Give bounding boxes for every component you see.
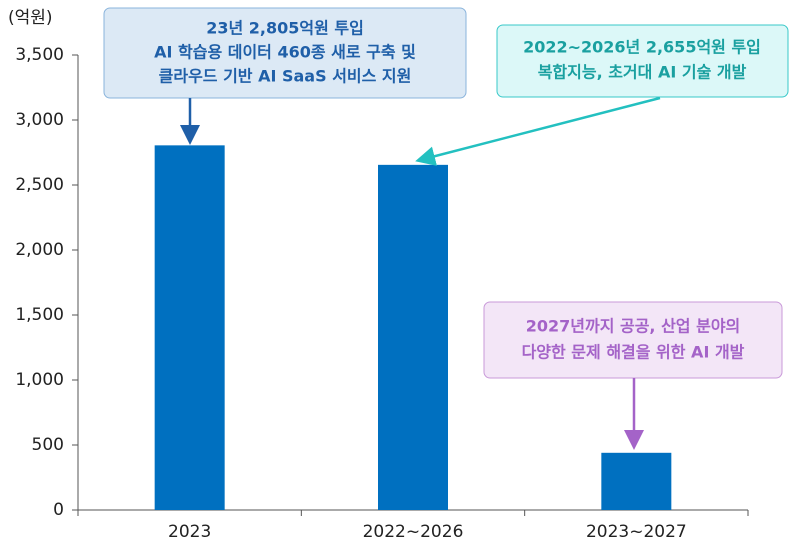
annotation-text: 클라우드 기반 AI SaaS 서비스 지원 — [159, 67, 412, 86]
y-axis-label: (억원) — [8, 8, 53, 28]
annotation-text: 2022~2026년 2,655억원 투입 — [523, 38, 761, 57]
annotation-text: 23년 2,805억원 투입 — [206, 19, 364, 38]
annotation-text: 다양한 문제 해결을 위한 AI 개발 — [522, 343, 745, 362]
annotation-text: AI 학습용 데이터 460종 새로 구축 및 — [154, 43, 416, 62]
annotation-text: 복합지능, 초거대 AI 기술 개발 — [538, 63, 747, 82]
y-tick-label: 2,000 — [15, 240, 64, 260]
y-tick-label: 1,500 — [15, 305, 64, 325]
bar — [154, 145, 225, 510]
y-tick-label: 500 — [32, 435, 64, 455]
x-tick-label: 2023~2027 — [586, 522, 687, 542]
y-tick-label: 3,500 — [15, 45, 64, 65]
annotation: 23년 2,805억원 투입 AI 학습용 데이터 460종 새로 구축 및 클… — [103, 7, 467, 145]
y-tick-label: 2,500 — [15, 175, 64, 195]
y-tick-label: 1,000 — [15, 370, 64, 390]
x-tick-label: 2023 — [168, 522, 211, 542]
annotation: 2022~2026년 2,655억원 투입 복합지능, 초거대 AI 기술 개발 — [415, 24, 789, 166]
annotation: 2027년까지 공공, 산업 분야의 다양한 문제 해결을 위한 AI 개발 — [483, 301, 783, 450]
bar — [601, 452, 672, 510]
y-tick-label: 0 — [53, 500, 64, 520]
y-tick-label: 3,000 — [15, 110, 64, 130]
bar — [378, 164, 448, 510]
plot: 0 500 1,000 1,500 2,000 2,500 3,000 3,500 2023 20… — [15, 45, 749, 542]
arrow — [415, 96, 661, 166]
annotation-box — [103, 7, 467, 99]
annotation-box — [483, 301, 783, 379]
x-tick-label: 2022~2026 — [363, 522, 464, 542]
annotation-text: 2027년까지 공공, 산업 분야의 — [526, 317, 741, 336]
annotation-box — [496, 24, 789, 98]
